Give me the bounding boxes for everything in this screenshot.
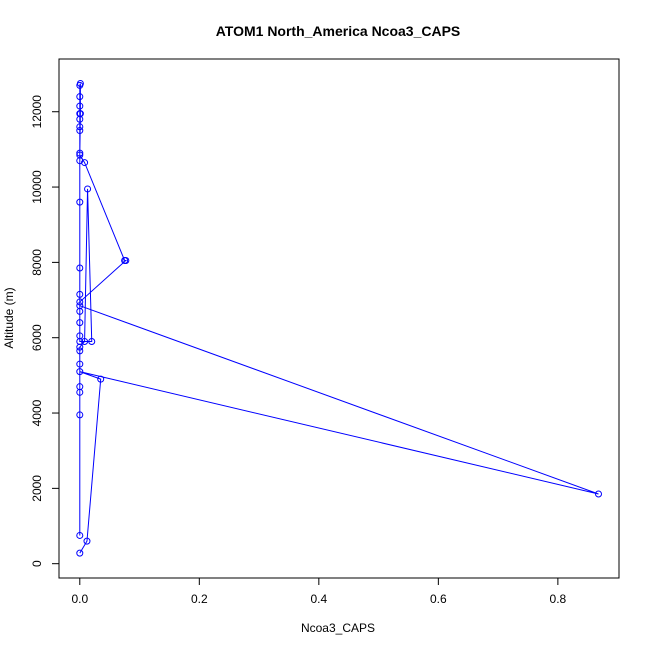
data-point (76, 127, 84, 135)
x-tick-label: 0.6 (430, 592, 447, 606)
data-point (76, 123, 84, 131)
data-point (76, 319, 84, 327)
x-tick-label: 0.0 (71, 592, 88, 606)
data-point (76, 290, 84, 298)
data-point (76, 151, 84, 159)
chart-title: ATOM1 North_America Ncoa3_CAPS (216, 23, 461, 39)
data-point (81, 337, 89, 345)
data-point (76, 93, 84, 101)
y-tick-label: 12000 (30, 95, 44, 129)
data-point (76, 347, 84, 355)
data-point (122, 256, 130, 264)
x-tick-label: 0.2 (191, 592, 208, 606)
series-line (79, 83, 599, 554)
series-layer (76, 79, 603, 557)
x-axis: 0.0 0.2 0.4 0.6 0.8 (71, 577, 567, 606)
y-tick-label: 10000 (30, 170, 44, 204)
y-tick-label: 2000 (30, 475, 44, 502)
y-tick-label: 4000 (30, 399, 44, 426)
x-tick-label: 0.8 (550, 592, 567, 606)
data-point (76, 298, 84, 306)
data-point (76, 307, 84, 315)
data-point (76, 149, 84, 157)
data-point (81, 159, 89, 167)
data-point (76, 264, 84, 272)
data-point (76, 102, 84, 110)
x-tick-label: 0.4 (310, 592, 327, 606)
data-point (76, 343, 84, 351)
data-point (76, 360, 84, 368)
data-point (76, 549, 84, 557)
x-axis-label: Ncoa3_CAPS (301, 621, 375, 635)
data-point (76, 198, 84, 206)
data-point (76, 411, 84, 419)
data-point (76, 110, 84, 118)
data-point (76, 531, 84, 539)
plot-frame (58, 58, 620, 579)
data-point (83, 537, 91, 545)
data-point (84, 185, 92, 193)
data-point (97, 375, 105, 383)
y-axis: 0 2000 4000 6000 8000 10000 12000 (30, 95, 60, 567)
data-point (76, 368, 84, 376)
y-axis-label: Altitude (m) (2, 287, 16, 348)
data-point (76, 388, 84, 396)
y-tick-label: 0 (30, 560, 44, 567)
y-tick-label: 8000 (30, 249, 44, 276)
y-tick-label: 6000 (30, 324, 44, 351)
data-point (595, 490, 603, 498)
data-point (76, 79, 84, 87)
data-point (88, 337, 96, 345)
